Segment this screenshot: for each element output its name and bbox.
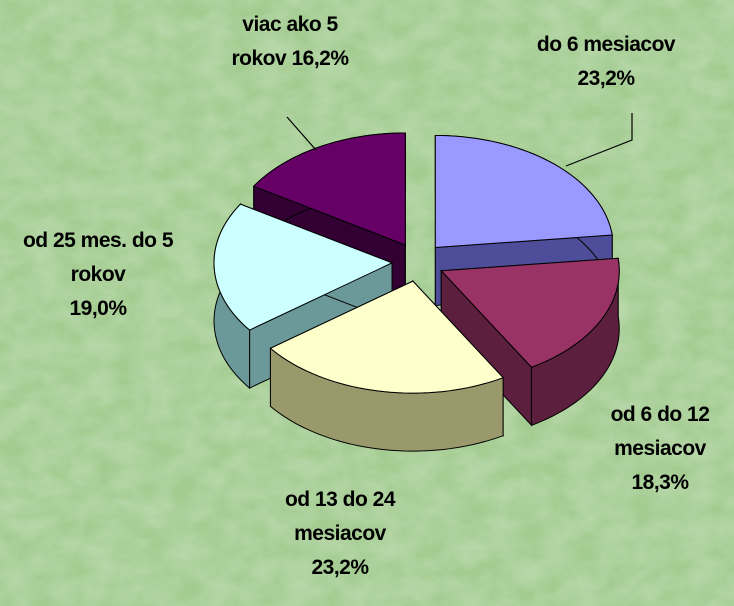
value-label: 23,2% [311,556,369,579]
value-label: 19,0% [69,297,127,320]
slice-top [434,134,613,249]
slice-top [440,257,620,368]
leader-line [565,113,633,167]
data-label: od 13 do 24 mesiacov 23,2% [255,483,425,585]
data-label: od 6 do 12 mesiacov 18,3% [590,398,730,500]
leader-line [286,116,317,151]
category-label: od 6 do 12 mesiacov [610,403,710,460]
data-label: viac ako 5 rokov 16,2% [220,8,360,76]
slice-top [252,132,406,246]
slice-top [213,203,394,331]
slice-top [269,280,504,394]
data-label: od 25 mes. do 5 rokov 19,0% [8,224,188,326]
value-label: 23,2% [577,67,635,90]
category-label: do 6 mesiacov [536,33,676,56]
slice [440,257,620,427]
category-label: od 25 mes. do 5 rokov [22,229,174,286]
category-label: od 13 do 24 mesiacov [284,488,396,545]
category-label: viac ako 5 rokov [231,13,338,70]
value-label: 18,3% [631,471,689,494]
pie [213,132,620,452]
data-label: do 6 mesiacov 23,2% [506,28,706,96]
slice [269,279,504,452]
value-label: 16,2% [291,47,349,70]
